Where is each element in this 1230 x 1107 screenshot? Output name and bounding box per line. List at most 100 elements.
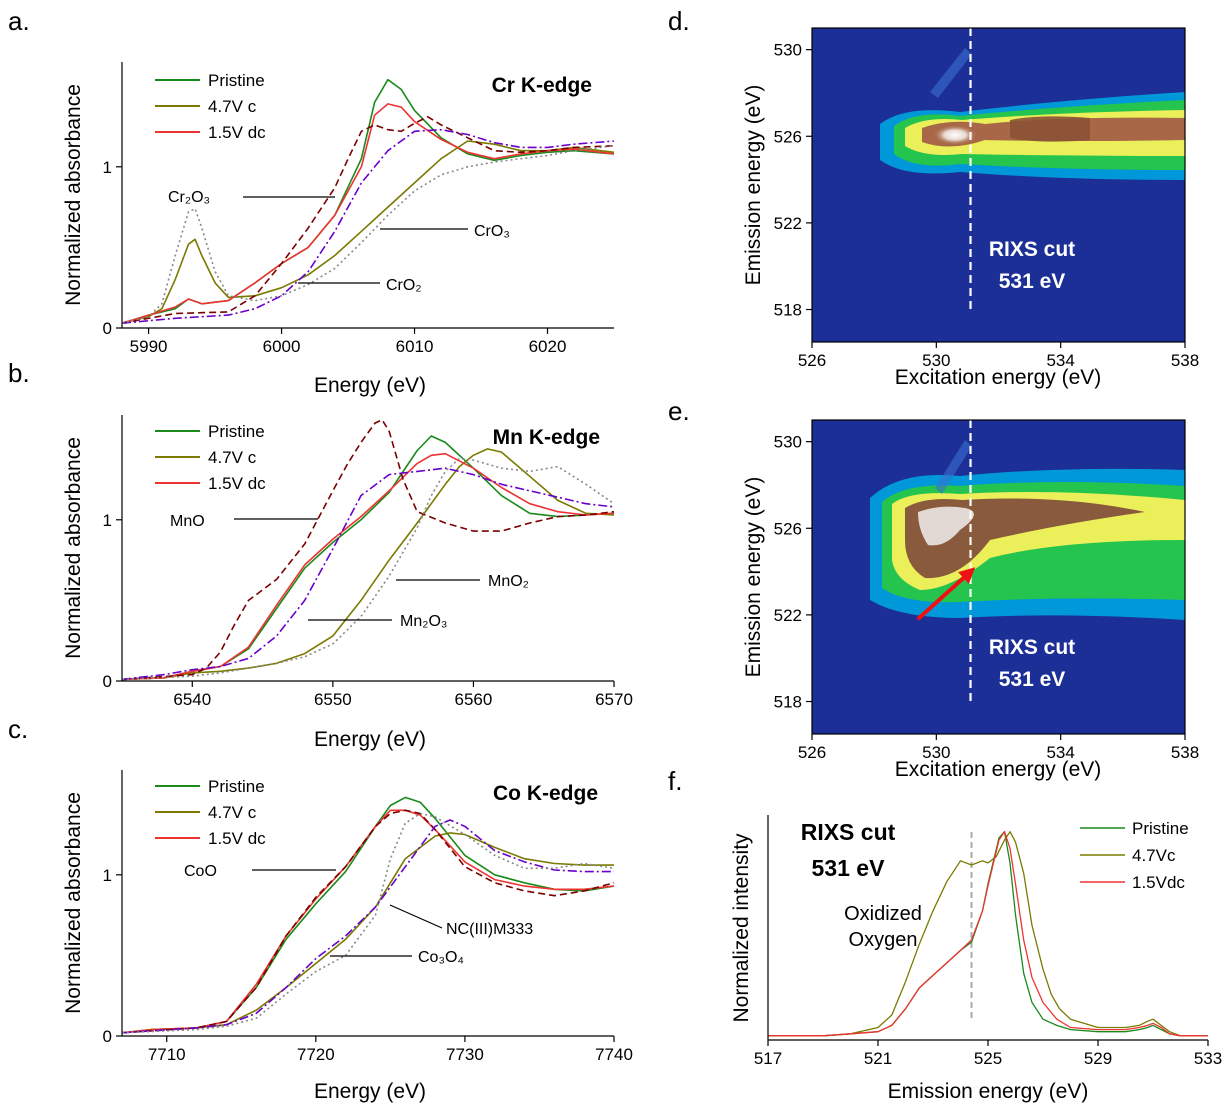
panel-b-ann-mn2o3: Mn₂O₃: [400, 613, 447, 630]
panel-d-xtick-label: 530: [922, 351, 950, 370]
panel-f-xlabel: Emission energy (eV): [888, 1080, 1089, 1103]
panel-b-label: b.: [8, 358, 30, 388]
panel-e-heatmap: RIXS cut 531 eV 526 530 534 538 518 522 526 530…: [742, 419, 1199, 781]
panel-a-xtick-label: 5990: [130, 337, 168, 356]
panel-b-ann-mno2: MnO₂: [488, 573, 529, 590]
panel-f-chart: Normalized intensity Emission energy (eV…: [730, 815, 1222, 1103]
panel-b-edge-title: Mn K-edge: [493, 426, 600, 449]
panel-f-xtick-label: 521: [864, 1049, 892, 1068]
panel-c-chart: Normalized absorbance Energy (eV) 7710 77…: [62, 770, 633, 1103]
panel-e-ytick-label: 522: [774, 606, 802, 625]
panel-e-ytick-label: 530: [774, 433, 802, 452]
panel-a-ann-cr2o3: Cr₂O₃: [168, 189, 210, 206]
panel-c-legend-4-7v: 4.7V c: [208, 803, 257, 822]
panel-c-xtick-label: 7720: [297, 1045, 335, 1064]
panel-a-series-4: [121, 128, 615, 324]
panel-c-legend-pristine: Pristine: [208, 777, 265, 796]
panel-c-series-3: [121, 809, 615, 1034]
panel-e-xlabel: Excitation energy (eV): [895, 758, 1102, 781]
panel-a-xtick-label: 6010: [396, 337, 434, 356]
panel-e-arrow: [916, 567, 976, 621]
panel-f-ox-label-2: Oxygen: [849, 929, 918, 951]
panel-b-legend-4-7v: 4.7V c: [208, 448, 257, 467]
panel-d-ytick-label: 522: [774, 214, 802, 233]
panel-f-legend-pristine: Pristine: [1132, 819, 1189, 838]
panel-a-ann-cro3: CrO₃: [474, 223, 510, 240]
panel-f-xtick-label: 525: [974, 1049, 1002, 1068]
panel-a-xtick-label: 6020: [529, 337, 567, 356]
panel-b-xtick-label: 6560: [455, 690, 493, 709]
panel-b-ylabel: Normalized absorbance: [62, 437, 85, 659]
panel-b-ytick-label: 1: [103, 511, 112, 530]
panel-b-ann-mno: MnO: [170, 513, 205, 530]
panel-a-edge-title: Cr K-edge: [492, 74, 592, 97]
panel-c-label: c.: [8, 714, 28, 744]
panel-f-xtick-label: 529: [1084, 1049, 1112, 1068]
panel-f-ylabel: Normalized intensity: [730, 833, 753, 1023]
panel-d-ytick-label: 518: [774, 301, 802, 320]
panel-f-legend-4-7v: 4.7Vc: [1132, 846, 1176, 865]
panel-d-label: d.: [668, 6, 690, 36]
panel-c-ann-coo: CoO: [184, 863, 217, 880]
panel-f-cut-label-1: RIXS cut: [801, 819, 896, 845]
panel-c-series-2: [121, 809, 615, 1034]
panel-f-ox-label-1: Oxidized: [844, 903, 922, 925]
panel-c-ylabel: Normalized absorbance: [62, 792, 85, 1014]
panel-c-series-5: [121, 812, 615, 1034]
panel-a-ylabel: Normalized absorbance: [62, 84, 85, 306]
panel-b-ytick-label: 0: [103, 672, 112, 691]
panel-b-legend-1-5v: 1.5V dc: [208, 474, 266, 493]
panel-e-xtick-label: 530: [922, 743, 950, 762]
panel-e-xtick-label: 538: [1171, 743, 1199, 762]
panel-c-legend-1-5v: 1.5V dc: [208, 829, 266, 848]
panel-c-edge-title: Co K-edge: [493, 782, 598, 805]
panel-a-series-1: [121, 140, 615, 324]
panel-d-xlabel: Excitation energy (eV): [895, 366, 1102, 389]
panel-c-xtick-label: 7710: [148, 1045, 186, 1064]
panel-d-cut-label-2: 531 eV: [999, 270, 1066, 293]
panel-e-xtick-label: 534: [1046, 743, 1074, 762]
panel-e-cut-label-2: 531 eV: [999, 668, 1066, 691]
panel-e-ytick-label: 526: [774, 519, 802, 538]
panel-a-series-5: [121, 145, 615, 324]
panel-a-xlabel: Energy (eV): [314, 374, 426, 397]
panel-a-legend-1-5v: 1.5V dc: [208, 123, 266, 142]
panel-b-chart: Normalized absorbance Energy (eV) 6540 65…: [62, 415, 633, 751]
panel-a-label: a.: [8, 6, 30, 36]
panel-c-ytick-label: 1: [103, 866, 112, 885]
panel-c-xtick-label: 7740: [595, 1045, 633, 1064]
panel-b-legend-pristine: Pristine: [208, 422, 265, 441]
panel-a-ytick-label: 0: [103, 319, 112, 338]
panel-f-label: f.: [668, 766, 682, 796]
panel-a-ytick-label: 1: [103, 158, 112, 177]
panel-f-xtick-label: 533: [1194, 1049, 1222, 1068]
panel-e-xtick-label: 526: [798, 743, 826, 762]
panel-f-series-2: [768, 831, 1208, 1037]
panel-c-series-4: [121, 819, 614, 1034]
panel-c-series-1: [121, 832, 614, 1034]
panel-a-legend-pristine: Pristine: [208, 71, 265, 90]
panel-e-ytick-label: 518: [774, 693, 802, 712]
panel-f-xtick-label: 517: [754, 1049, 782, 1068]
panel-b-xlabel: Energy (eV): [314, 728, 426, 751]
panel-b-xtick-label: 6570: [595, 690, 633, 709]
panel-d-xtick-label: 538: [1171, 351, 1199, 370]
panel-a-series-3: [121, 116, 615, 324]
panel-a-chart: Normalized absorbance Energy (eV) 5990 60…: [62, 62, 615, 397]
panel-d-heatmap: RIXS cut 531 eV 526 530 534 538 518 522 526 530…: [742, 27, 1199, 389]
panel-a-series-2: [121, 103, 615, 324]
panel-d-cut-label-1: RIXS cut: [989, 238, 1075, 261]
panel-d-ylabel: Emission energy (eV): [742, 85, 765, 286]
panel-d-ytick-label: 526: [774, 127, 802, 146]
panel-f-legend-1-5v: 1.5Vdc: [1132, 873, 1185, 892]
panel-a-xtick-label: 6000: [263, 337, 301, 356]
panel-d-xtick-label: 526: [798, 351, 826, 370]
panel-b-series-4: [121, 467, 615, 681]
panel-f-series-1: [768, 831, 1208, 1037]
panel-f-cut-label-2: 531 eV: [812, 855, 886, 881]
panel-c-xlabel: Energy (eV): [314, 1080, 426, 1103]
panel-c-xtick-label: 7730: [446, 1045, 484, 1064]
panel-b-xtick-label: 6540: [173, 690, 211, 709]
panel-e-label: e.: [668, 396, 690, 426]
